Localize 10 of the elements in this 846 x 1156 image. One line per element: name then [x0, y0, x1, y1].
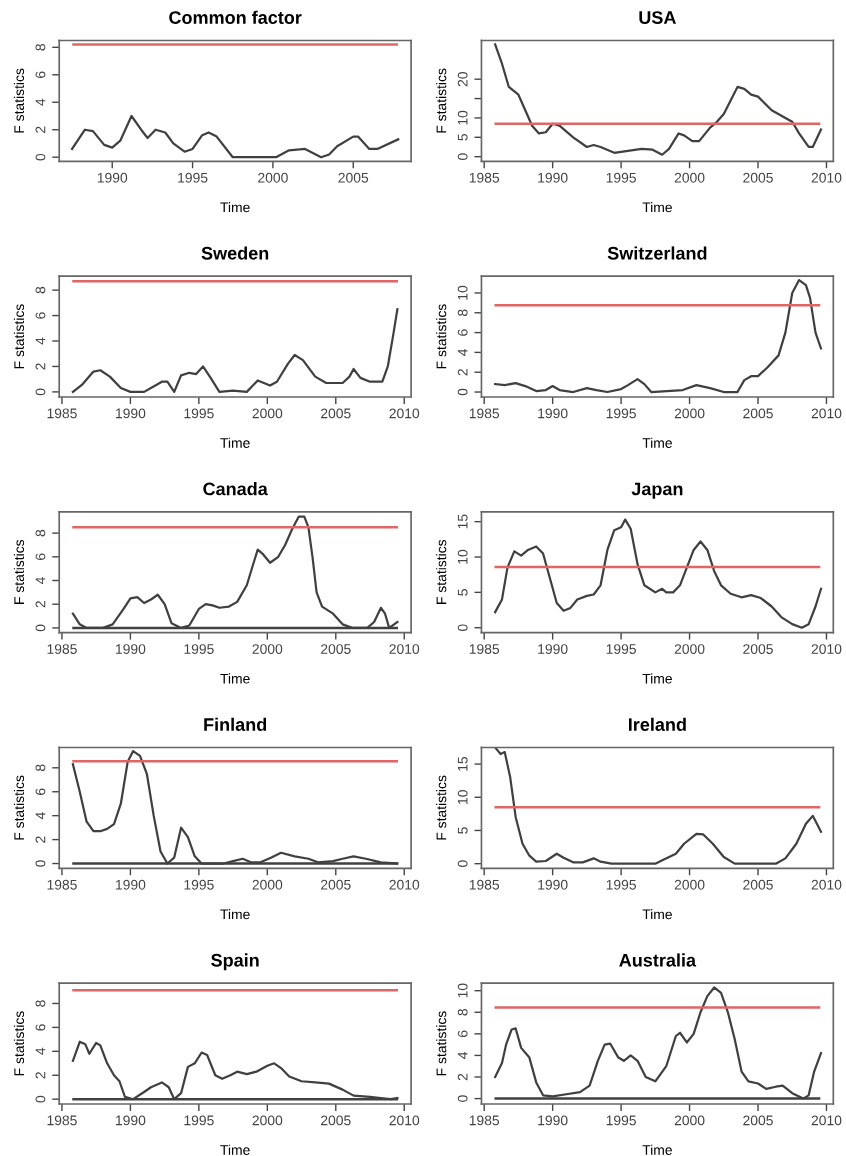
chart-title: Canada [203, 482, 268, 496]
chart-title: Finland [204, 717, 267, 731]
chart-title: Sweden [201, 246, 269, 260]
chart-title: USA [639, 11, 676, 24]
chart-title: Japan [631, 482, 683, 499]
chart-title: Ireland [628, 717, 686, 731]
chart-title: Switzerland [607, 246, 707, 260]
chart-title: Common factor [169, 10, 302, 24]
chart-title: Spain [211, 953, 259, 971]
chart-title: Australia [619, 953, 697, 967]
